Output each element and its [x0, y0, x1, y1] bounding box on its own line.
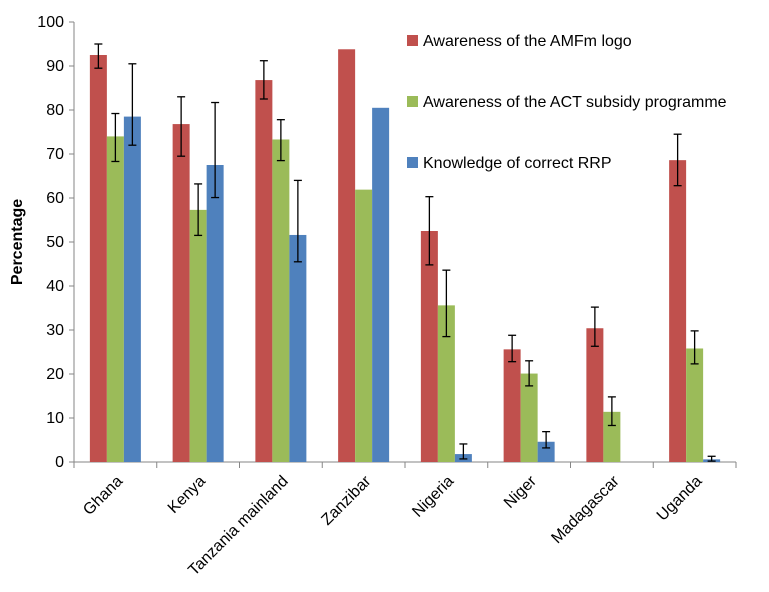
x-tick-label: Uganda: [654, 473, 706, 525]
bar: [89, 55, 107, 462]
bar: [172, 124, 190, 462]
bar: [503, 349, 521, 462]
x-tick-label: Zanzibar: [318, 472, 375, 529]
bar: [537, 441, 555, 462]
y-tick-label: 40: [46, 278, 64, 295]
legend-label: Knowledge of correct RRP: [423, 155, 612, 172]
legend-label: Awareness of the ACT subsidy programme: [423, 94, 727, 111]
bar: [255, 80, 273, 462]
bar: [420, 231, 438, 462]
bar: [338, 49, 356, 462]
bar: [189, 209, 207, 462]
x-tick-label: Madagascar: [548, 472, 623, 547]
bars: [89, 49, 721, 463]
y-tick-label: 80: [46, 102, 64, 119]
y-tick-label: 30: [46, 322, 64, 339]
bar: [372, 107, 390, 463]
x-tick-label: Nigeria: [409, 473, 457, 521]
bar: [437, 305, 455, 462]
x-tick-label: Kenya: [165, 473, 209, 517]
y-tick-label: 50: [46, 234, 64, 251]
bar: [355, 189, 373, 462]
bar: [206, 165, 224, 462]
legend-swatch: [407, 35, 418, 46]
y-tick-label: 60: [46, 190, 64, 207]
y-axis-label: Percentage: [9, 199, 26, 285]
y-tick-label: 20: [46, 366, 64, 383]
bar: [272, 139, 290, 463]
y-tick-label: 70: [46, 146, 64, 163]
y-tick-label: 90: [46, 58, 64, 75]
bar: [669, 160, 687, 462]
legend-label: Awareness of the AMFm logo: [423, 33, 632, 50]
error-bars: [94, 43, 716, 462]
bar: [686, 348, 704, 462]
legend-swatch: [407, 96, 418, 107]
y-axis: 0 10 20 30 40 50 60 70 80 90 100: [37, 14, 75, 471]
legend: Awareness of the AMFm logo Awareness of t…: [407, 33, 727, 172]
bar: [106, 136, 124, 462]
x-tick-label: Ghana: [80, 473, 126, 519]
y-tick-label: 0: [55, 454, 64, 471]
bar: [289, 234, 307, 462]
legend-swatch: [407, 157, 418, 168]
bar: [603, 411, 621, 462]
bar: [123, 116, 141, 462]
bar: [586, 328, 604, 462]
bar: [520, 373, 538, 462]
x-tick-label: Niger: [501, 472, 541, 512]
y-tick-label: 10: [46, 410, 64, 427]
y-tick-label: 100: [37, 14, 64, 31]
